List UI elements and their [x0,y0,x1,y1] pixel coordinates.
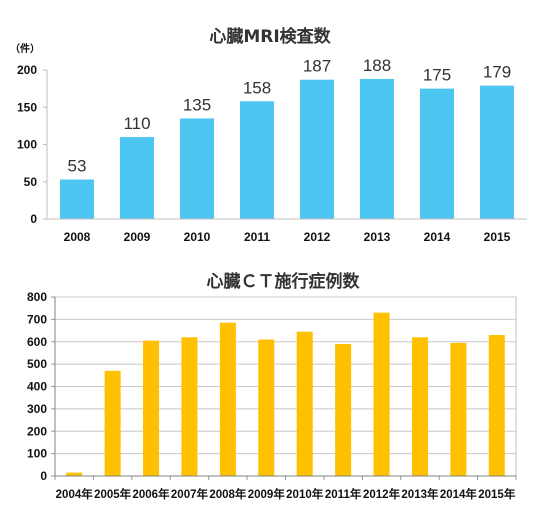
mri-bar [180,118,214,219]
mri-bar [360,78,394,219]
ct-x-tick-label: 2006年 [132,487,170,501]
mri-x-tick-label: 2013 [364,230,391,244]
ct-x-tick-label: 2015年 [478,487,516,501]
ct-x-tick-label: 2005年 [94,487,132,501]
mri-bar [300,79,334,219]
ct-bar [450,342,467,476]
ct-bar [181,337,198,476]
mri-bar [60,179,94,219]
ct-bar [258,339,275,476]
ct-y-tick-label: 400 [27,380,47,394]
ct-y-tick-label: 200 [27,424,47,438]
mri-bar [480,85,514,220]
mri-data-label: 179 [483,63,511,82]
mri-x-tick-label: 2012 [304,230,331,244]
mri-data-label: 175 [423,66,451,85]
mri-chart: 0 50 100 150 200 53 2008 110 2009 135 2010 158 2011 1… [17,56,527,244]
ct-x-tick-label: 2010年 [286,487,324,501]
mri-y-tick-label: 50 [24,175,38,189]
ct-chart-title: 心臓ＣＴ施行症例数 [207,271,361,292]
ct-x-tick-label: 2011年 [325,487,362,501]
mri-bar [420,88,454,219]
ct-x-tick-label: 2012年 [363,487,401,501]
mri-x-tick-label: 2008 [64,230,91,244]
mri-data-label: 135 [183,95,211,114]
ct-bar [219,322,236,476]
mri-y-tick-label: 150 [17,100,37,114]
ct-bar [143,340,160,476]
mri-x-tick-label: 2011 [244,230,270,244]
ct-bar [488,335,505,476]
ct-y-tick-label: 500 [27,357,47,371]
ct-x-tick-label: 2014年 [440,487,478,501]
mri-x-tick-label: 2009 [124,230,151,244]
mri-y-tick-label: 0 [30,212,37,226]
mri-data-label: 158 [243,78,271,97]
mri-data-label: 110 [123,114,150,133]
ct-y-tick-label: 600 [27,335,47,349]
mri-unit-label: （件） [10,42,40,55]
mri-data-label: 188 [363,56,391,75]
mri-data-label: 187 [303,57,331,76]
ct-x-tick-label: 2013年 [401,487,439,501]
mri-x-tick-label: 2015 [484,230,511,244]
ct-x-tick-label: 2007年 [171,487,209,501]
ct-x-tick-label: 2009年 [248,487,286,501]
ct-bar [66,472,83,476]
mri-x-tick-label: 2010 [184,230,211,244]
mri-bar [240,101,274,219]
ct-bar [335,343,352,476]
ct-bar [296,331,313,476]
ct-chart: 0 100 200 300 400 500 600 700 800 2004年 2005年 2006年… [27,290,517,501]
ct-y-tick-label: 0 [40,469,47,483]
mri-data-label: 53 [68,157,87,176]
ct-y-tick-label: 300 [27,402,47,416]
mri-x-tick-label: 2014 [424,230,451,244]
ct-y-tick-label: 700 [27,312,47,326]
ct-x-tick-label: 2008年 [209,487,247,501]
ct-bar [411,337,428,476]
mri-y-tick-label: 200 [17,63,37,77]
ct-y-tick-label: 100 [27,447,47,461]
ct-bar [104,370,121,476]
mri-y-tick-label: 100 [17,138,37,152]
ct-bar [373,312,390,476]
ct-y-tick-label: 800 [27,290,47,304]
ct-x-tick-label: 2004年 [56,487,94,501]
mri-bar [120,137,154,219]
mri-chart-title: 心臓MRI検査数 [209,26,331,47]
